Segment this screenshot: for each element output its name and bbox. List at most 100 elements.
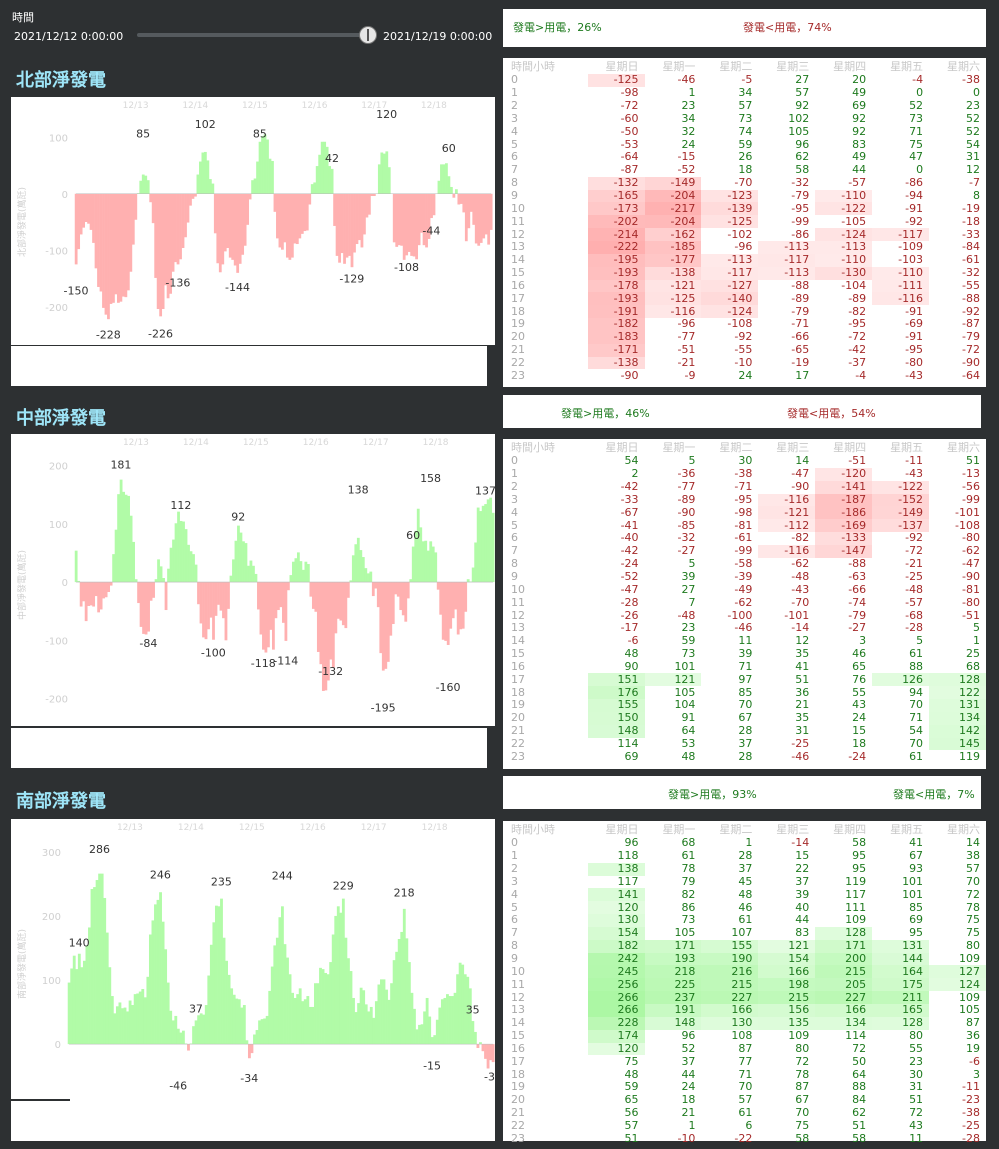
table-header-row: 時間小時 星期日 星期一 星期二 星期三 星期四 星期五 星期六 xyxy=(503,821,986,837)
chart-bar xyxy=(227,974,231,1045)
chart-bar xyxy=(179,520,183,583)
south-ratio-box: 發電>用電，93% 發電<用電，7% xyxy=(503,776,981,809)
chart-bar xyxy=(194,1020,198,1045)
chart-bar xyxy=(293,997,297,1045)
central-ratio-box: 發電>用電，46% 發電<用電，54% xyxy=(503,395,981,428)
chart-bar xyxy=(294,558,298,583)
value-cell: 23 xyxy=(681,99,696,113)
chart-bar xyxy=(303,193,307,232)
chart-bar xyxy=(385,151,389,194)
column-header[interactable]: 星期一 xyxy=(662,823,696,836)
value-cell: 93 xyxy=(909,862,924,876)
column-header[interactable]: 星期二 xyxy=(719,60,753,73)
chart-bar xyxy=(233,193,237,266)
value-cell: -14 xyxy=(791,836,810,850)
chart-bar xyxy=(209,582,213,618)
value-cell: -36 xyxy=(677,467,696,481)
slider-handle[interactable] xyxy=(359,26,377,44)
chart-bar xyxy=(119,193,123,302)
value-cell: -14 xyxy=(791,621,810,635)
time-range-slider[interactable] xyxy=(137,33,377,37)
table-row: 21 148 64 28 31 15 54 142 xyxy=(503,725,986,738)
y-axis-title: 南部淨發電(萬瓩) xyxy=(16,929,28,999)
peak-label: 140 xyxy=(69,936,90,949)
column-header[interactable]: 時間小時 xyxy=(511,441,555,454)
column-header[interactable]: 星期日 xyxy=(605,441,639,454)
column-header[interactable]: 星期四 xyxy=(833,60,867,73)
chart-bar xyxy=(260,1019,264,1045)
value-cell: 22 xyxy=(795,862,810,876)
column-header[interactable]: 時間小時 xyxy=(511,60,555,73)
column-header[interactable]: 星期日 xyxy=(605,60,639,73)
column-header[interactable]: 星期三 xyxy=(776,823,810,836)
value-cell: -113 xyxy=(815,241,873,254)
value-cell: 130 xyxy=(701,1017,759,1030)
chart-bar xyxy=(413,1008,416,1045)
hour-cell: 2 xyxy=(511,99,518,113)
value-cell: -6 xyxy=(627,634,639,648)
value-cell: 80 xyxy=(795,1041,810,1055)
chart-bar xyxy=(377,164,381,194)
hour-cell: 8 xyxy=(511,176,518,190)
chart-bar xyxy=(425,193,428,248)
column-header[interactable]: 星期日 xyxy=(605,823,639,836)
value-cell: 72 xyxy=(966,887,980,901)
hour-cell: 17 xyxy=(511,672,525,686)
chart-bar xyxy=(370,193,374,197)
column-header[interactable]: 星期三 xyxy=(776,441,810,454)
hour-cell: 7 xyxy=(511,926,518,940)
chart-bar xyxy=(308,193,312,205)
value-cell: 34 xyxy=(681,111,696,125)
value-cell: 128 xyxy=(929,673,986,687)
column-header[interactable]: 時間小時 xyxy=(511,823,555,836)
hour-cell: 22 xyxy=(511,355,525,369)
value-cell: 7 xyxy=(688,595,696,609)
value-cell: 12 xyxy=(966,163,980,177)
value-cell: 5 xyxy=(688,557,696,571)
chart-bar xyxy=(286,957,289,1045)
table-row: 19 59 24 70 87 88 31 -11 xyxy=(503,1081,986,1094)
column-header[interactable]: 星期二 xyxy=(719,823,753,836)
chart-bar xyxy=(203,151,207,194)
hour-cell: 0 xyxy=(511,836,518,850)
table-row: 13 266 191 166 156 166 165 105 xyxy=(503,1004,986,1017)
value-cell: 24 xyxy=(852,711,867,725)
chart-bar xyxy=(110,996,114,1045)
value-cell: -171 xyxy=(587,344,645,357)
value-cell: -80 xyxy=(962,595,980,609)
value-cell: 50 xyxy=(852,1054,867,1068)
value-cell: -124 xyxy=(701,305,759,319)
value-cell: 19 xyxy=(966,1041,980,1055)
column-header[interactable]: 星期五 xyxy=(890,441,924,454)
column-header[interactable]: 星期六 xyxy=(947,441,980,454)
chart-bar xyxy=(187,1044,190,1051)
value-cell: 242 xyxy=(587,953,645,966)
column-header[interactable]: 星期三 xyxy=(776,60,810,73)
chart-bar xyxy=(131,193,135,245)
value-cell: 43 xyxy=(909,1118,924,1132)
chart-bar xyxy=(99,193,103,292)
column-header[interactable]: 星期五 xyxy=(890,823,924,836)
value-cell: 48 xyxy=(624,1067,639,1081)
chart-bar xyxy=(320,141,324,194)
column-header[interactable]: 星期六 xyxy=(947,823,980,836)
central-chart: 200 100 0 -100 -200 中部淨發電(萬瓩) 12/13 12/14 12/15 1… xyxy=(11,434,496,726)
column-header[interactable]: 星期六 xyxy=(947,60,980,73)
column-header[interactable]: 星期一 xyxy=(662,60,696,73)
value-cell: 35 xyxy=(795,711,810,725)
column-header[interactable]: 星期二 xyxy=(719,441,753,454)
column-header[interactable]: 星期四 xyxy=(833,823,867,836)
chart-bar xyxy=(241,193,245,255)
value-cell: 69 xyxy=(624,749,639,763)
chart-bar xyxy=(421,541,425,583)
north-title: 北部淨發電 xyxy=(16,70,106,91)
chart-bar xyxy=(191,193,195,199)
column-header[interactable]: 星期四 xyxy=(833,441,867,454)
value-cell: 6 xyxy=(745,1118,753,1132)
chart-bar xyxy=(224,582,228,641)
column-header[interactable]: 星期五 xyxy=(890,60,924,73)
chart-bar xyxy=(326,974,330,1045)
column-header[interactable]: 星期一 xyxy=(662,441,696,454)
chart-bar xyxy=(457,193,461,205)
chart-bar xyxy=(231,193,235,260)
